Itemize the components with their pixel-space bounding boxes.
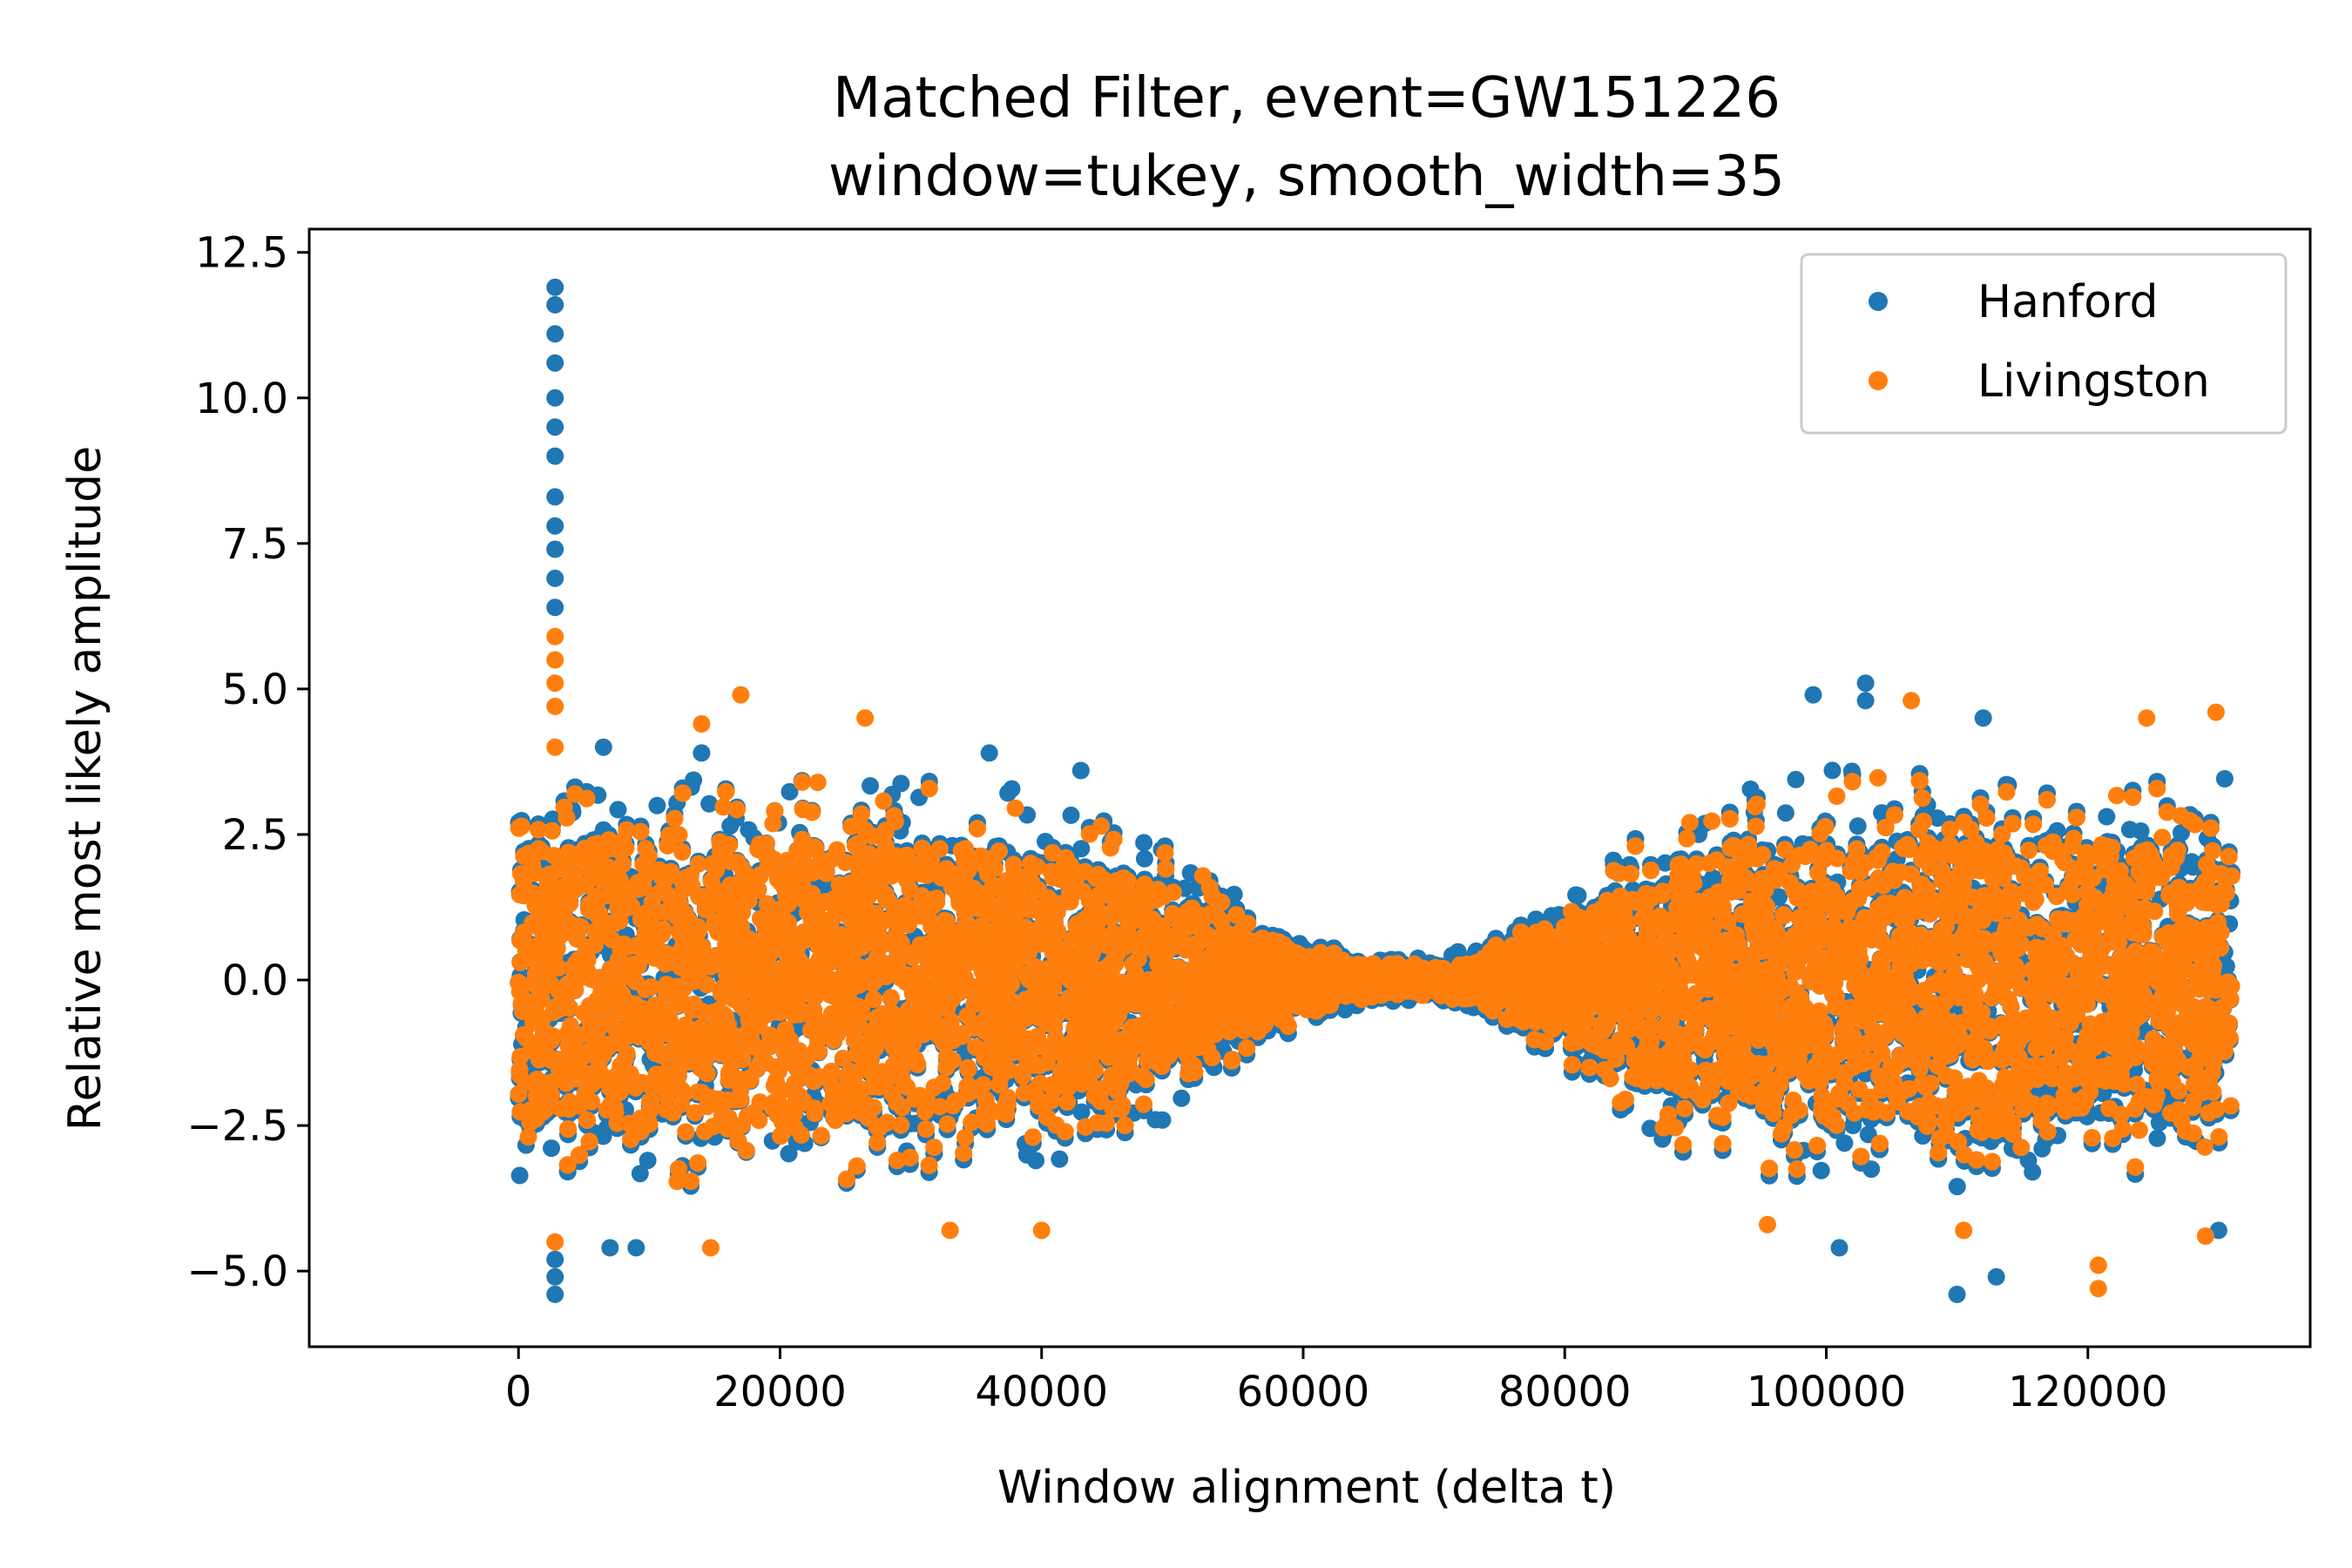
data-point — [1027, 1152, 1045, 1170]
data-point — [639, 1152, 657, 1170]
data-point — [1787, 770, 1805, 788]
data-point — [609, 801, 627, 819]
data-point — [1656, 854, 1674, 872]
chart-title: Matched Filter, event=GW151226 — [833, 66, 1781, 131]
data-point — [510, 1166, 529, 1185]
data-points — [510, 278, 2240, 1303]
data-point — [1641, 1119, 1659, 1138]
data-point — [2148, 1129, 2166, 1147]
data-point — [700, 794, 719, 813]
data-point — [1173, 1089, 1191, 1107]
data-point — [1072, 840, 1091, 858]
data-point — [1072, 1103, 1091, 1121]
data-point — [648, 796, 666, 814]
data-point — [1135, 849, 1153, 868]
data-point — [543, 1139, 560, 1158]
data-point — [1051, 1150, 1069, 1168]
data-point — [1062, 806, 1080, 824]
data-point — [1153, 1111, 1172, 1129]
chart-subtitle: window=tukey, smooth_width=35 — [828, 145, 1785, 209]
data-point — [1135, 834, 1153, 852]
data-point — [2120, 821, 2139, 839]
data-point — [781, 782, 799, 801]
data-point — [1835, 1134, 1854, 1152]
data-point — [1823, 761, 1842, 780]
data-point — [2215, 770, 2234, 787]
data-point — [862, 777, 879, 795]
data-point — [1812, 1161, 1830, 1179]
data-point — [1848, 817, 1867, 835]
data-point — [999, 784, 1017, 802]
data-point — [594, 1127, 612, 1146]
data-point — [631, 1165, 649, 1183]
data-point — [1776, 804, 1794, 822]
data-point — [2098, 808, 2116, 826]
data-point — [1567, 886, 1585, 904]
data-point — [1948, 1178, 1966, 1196]
